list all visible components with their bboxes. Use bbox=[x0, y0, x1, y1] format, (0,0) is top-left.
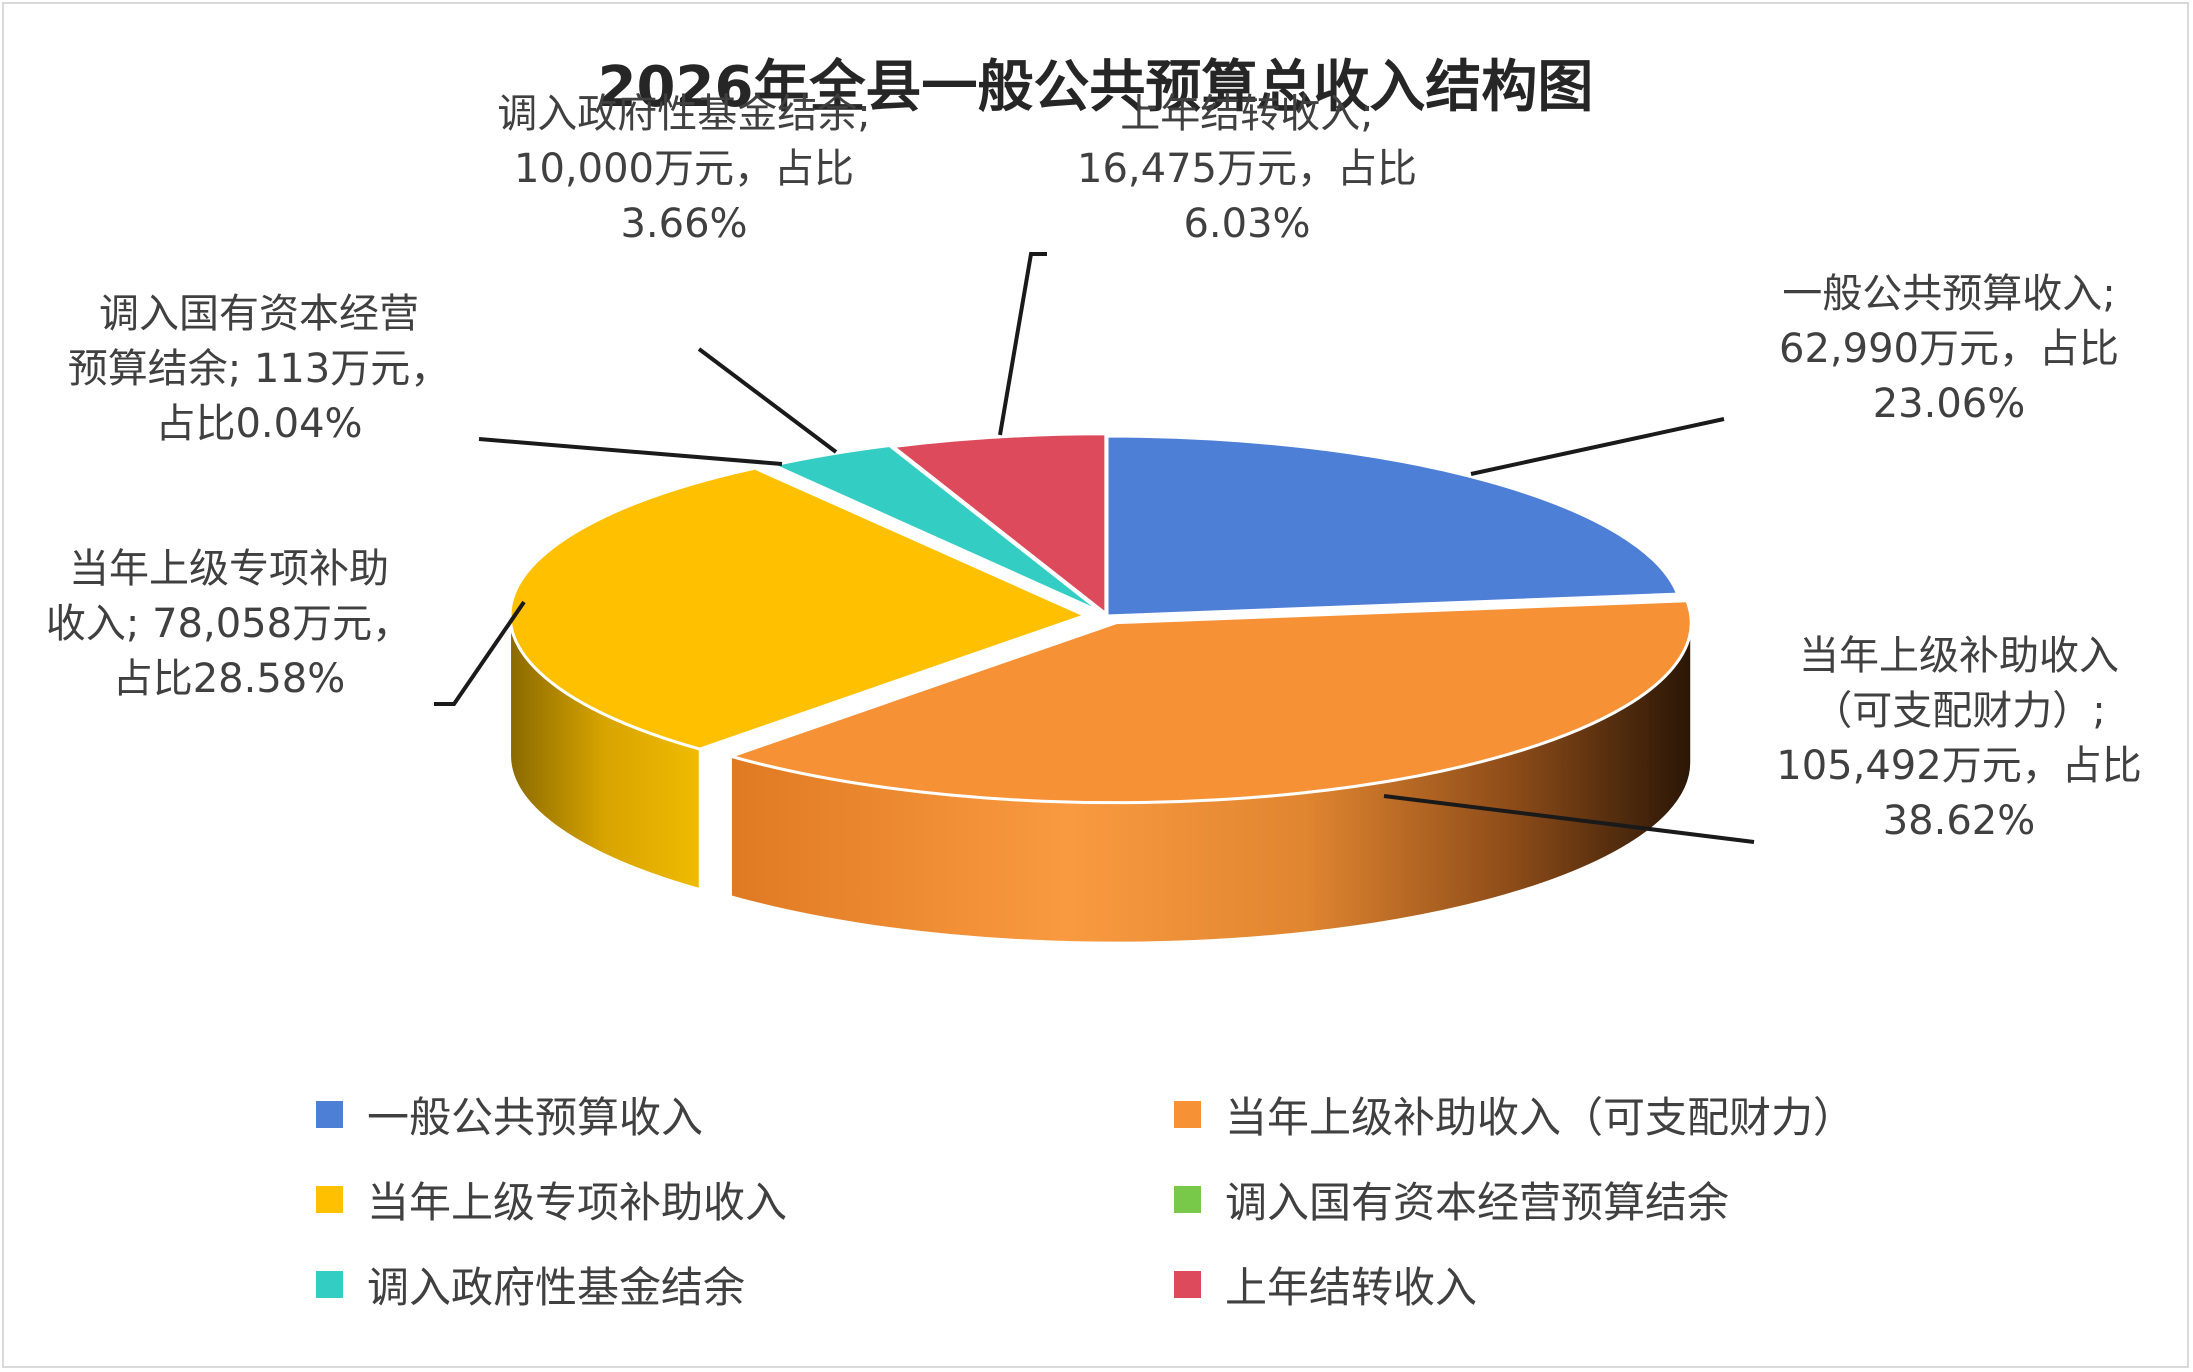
leader-line-2 bbox=[434, 600, 526, 706]
legend-swatch bbox=[1174, 1270, 1201, 1298]
data-label-line: 当年上级补助收入 bbox=[1798, 633, 2119, 679]
leader-lines bbox=[434, 252, 1755, 844]
legend-item: 调入国有资本经营预算结余 bbox=[1174, 1174, 1729, 1227]
legend-item: 一般公共预算收入 bbox=[316, 1089, 703, 1142]
chart-title: 2026年全县一般公共预算总收入结构图 bbox=[597, 55, 1594, 120]
leader-line-5 bbox=[998, 252, 1047, 436]
legend-swatch bbox=[316, 1185, 343, 1213]
data-label-line: 105,492万元，占比 bbox=[1776, 743, 2142, 789]
legend-swatch bbox=[1174, 1185, 1201, 1213]
data-label-line: 3.66% bbox=[620, 200, 748, 247]
data-label-line: 占比0.04% bbox=[155, 400, 363, 447]
legend-item: 调入政府性基金结余 bbox=[316, 1259, 745, 1312]
data-label-line: 62,990万元，占比 bbox=[1779, 325, 2119, 372]
data-label-line: 当年上级专项补助 bbox=[69, 545, 389, 592]
legend-label: 调入政府性基金结余 bbox=[367, 1262, 746, 1312]
slice-1-top bbox=[725, 599, 1693, 805]
data-label-5: 上年结转收入; 16,475万元，占比 6.03% bbox=[1077, 87, 1417, 252]
leader-line-1 bbox=[1383, 794, 1755, 844]
data-label-line: 预算结余; 113万元， bbox=[67, 345, 451, 392]
data-label-line: 16,475万元，占比 bbox=[1077, 145, 1417, 192]
legend-item: 当年上级补助收入（可支配财力） bbox=[1174, 1089, 1855, 1142]
data-label-line: （可支配财力）; bbox=[1812, 688, 2106, 734]
data-label-line: 占比28.58% bbox=[112, 655, 346, 702]
leader-line-4 bbox=[697, 347, 838, 454]
data-label-3: 调入国有资本经营 预算结余; 113万元， 占比0.04% bbox=[68, 287, 451, 452]
pie-chart bbox=[434, 252, 1755, 944]
legend-label: 上年结转收入 bbox=[1225, 1262, 1478, 1312]
slice-2-top bbox=[508, 466, 1090, 751]
legend-label: 调入国有资本经营预算结余 bbox=[1225, 1177, 1730, 1227]
legend-swatch bbox=[316, 1100, 343, 1128]
data-label-2: 当年上级专项补助 收入; 78,058万元， 占比28.58% bbox=[46, 542, 412, 707]
data-label-4: 调入政府性基金结余; 10,000万元，占比 3.66% bbox=[497, 87, 870, 252]
data-label-line: 一般公共预算收入; bbox=[1782, 270, 2116, 317]
legend-swatch bbox=[1174, 1100, 1201, 1128]
leader-line-0 bbox=[1470, 417, 1725, 476]
data-label-line: 6.03% bbox=[1183, 200, 1311, 247]
data-label-1: 当年上级补助收入 （可支配财力）; 105,492万元，占比 38.62% bbox=[1776, 629, 2141, 849]
legend-item: 当年上级专项补助收入 bbox=[316, 1174, 787, 1227]
legend-label: 一般公共预算收入 bbox=[367, 1092, 704, 1142]
leader-line-3 bbox=[478, 437, 783, 466]
legend-label: 当年上级补助收入（可支配财力） bbox=[1225, 1092, 1856, 1142]
slice-5-top bbox=[889, 432, 1108, 617]
data-label-line: 调入国有资本经营 bbox=[98, 290, 419, 337]
legend-label: 当年上级专项补助收入 bbox=[367, 1177, 788, 1227]
slice-0-top bbox=[1105, 434, 1680, 618]
legend-swatch bbox=[316, 1270, 343, 1298]
data-label-line: 10,000万元，占比 bbox=[514, 145, 854, 192]
data-label-line: 收入; 78,058万元， bbox=[45, 600, 413, 647]
data-label-line: 调入政府性基金结余; bbox=[497, 90, 871, 137]
data-label-line: 上年结转收入; bbox=[1120, 90, 1374, 137]
legend-item: 上年结转收入 bbox=[1174, 1259, 1477, 1312]
pie-tops bbox=[508, 432, 1693, 805]
data-label-0: 一般公共预算收入; 62,990万元，占比 23.06% bbox=[1779, 267, 2119, 432]
data-label-line: 23.06% bbox=[1872, 380, 2026, 427]
data-label-line: 38.62% bbox=[1882, 798, 2036, 844]
